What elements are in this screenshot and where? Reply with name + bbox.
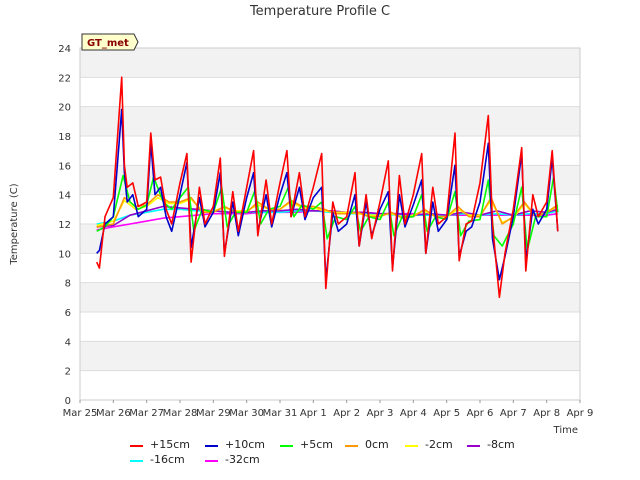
x-tick-label: Mar 28	[163, 408, 198, 419]
y-tick-label: 22	[58, 73, 71, 84]
legend-label: +15cm	[150, 438, 190, 451]
plot-band	[80, 370, 580, 400]
x-tick-label: Apr 1	[300, 408, 327, 419]
x-tick-label: Mar 29	[196, 408, 231, 419]
legend-swatch	[280, 445, 293, 447]
plot-band	[80, 77, 580, 107]
legend-swatch	[345, 445, 358, 447]
y-tick-label: 10	[58, 249, 71, 260]
legend-label: -2cm	[425, 438, 453, 451]
legend-label: -32cm	[225, 453, 260, 466]
legend-swatch	[405, 445, 418, 447]
x-tick-label: Mar 27	[129, 408, 164, 419]
legend-label: 0cm	[365, 438, 389, 451]
legend-swatch	[130, 460, 143, 462]
x-tick-label: Apr 9	[567, 408, 594, 419]
plot-band	[80, 48, 580, 78]
series-layer	[95, 76, 559, 299]
x-tick-label: Mar 25	[63, 408, 98, 419]
legend-label: +10cm	[225, 438, 265, 451]
legend-label: -16cm	[150, 453, 185, 466]
x-tick-label: Mar 30	[229, 408, 264, 419]
legend-swatch	[205, 460, 218, 462]
x-tick-label: Mar 31	[263, 408, 298, 419]
legend-row-2: -16cm -32cm	[0, 453, 640, 469]
legend-swatch	[467, 445, 480, 447]
y-tick-label: 2	[65, 367, 71, 378]
legend-label: +5cm	[300, 438, 333, 451]
plot-band	[80, 341, 580, 371]
y-tick-label: 14	[58, 191, 71, 202]
plot-band	[80, 136, 580, 166]
x-tick-label: Apr 8	[533, 408, 560, 419]
annotation-label: GT_met	[87, 38, 129, 49]
plot-band	[80, 106, 580, 136]
plot-frame	[79, 47, 581, 401]
legend-row-1: +15cm +10cm +5cm 0cm -2cm -8cm	[0, 438, 640, 454]
series-line-5cm	[96, 174, 559, 252]
legend-swatch	[130, 445, 143, 447]
y-tick-label: 0	[65, 396, 71, 407]
legend-label: -8cm	[487, 438, 515, 451]
y-tick-label: 24	[58, 44, 71, 55]
y-tick-label: 6	[65, 308, 71, 319]
x-tick-label: Apr 7	[500, 408, 527, 419]
x-tick-label: Apr 4	[400, 408, 427, 419]
plot-band	[80, 282, 580, 312]
x-tick-label: Apr 6	[467, 408, 494, 419]
series-line-15cm	[95, 76, 559, 299]
x-tick-label: Apr 5	[433, 408, 460, 419]
series-line-10cm	[96, 108, 559, 281]
y-tick-label: 18	[58, 132, 71, 143]
plot-band	[80, 312, 580, 342]
y-axis-label: Temperature (C)	[9, 183, 20, 265]
x-tick-label: Apr 2	[333, 408, 360, 419]
y-tick-label: 4	[65, 337, 71, 348]
y-tick-label: 20	[58, 103, 71, 114]
chart-title: Temperature Profile C	[249, 4, 390, 19]
x-tick-label: Apr 3	[367, 408, 394, 419]
y-tick-label: 8	[65, 279, 71, 290]
x-tick-label: Mar 26	[96, 408, 131, 419]
x-axis-label: Time	[553, 425, 578, 436]
annotation-box: GT_met	[81, 33, 139, 51]
legend-swatch	[205, 445, 218, 447]
y-tick-label: 16	[58, 161, 71, 172]
y-tick-label: 12	[58, 220, 71, 231]
